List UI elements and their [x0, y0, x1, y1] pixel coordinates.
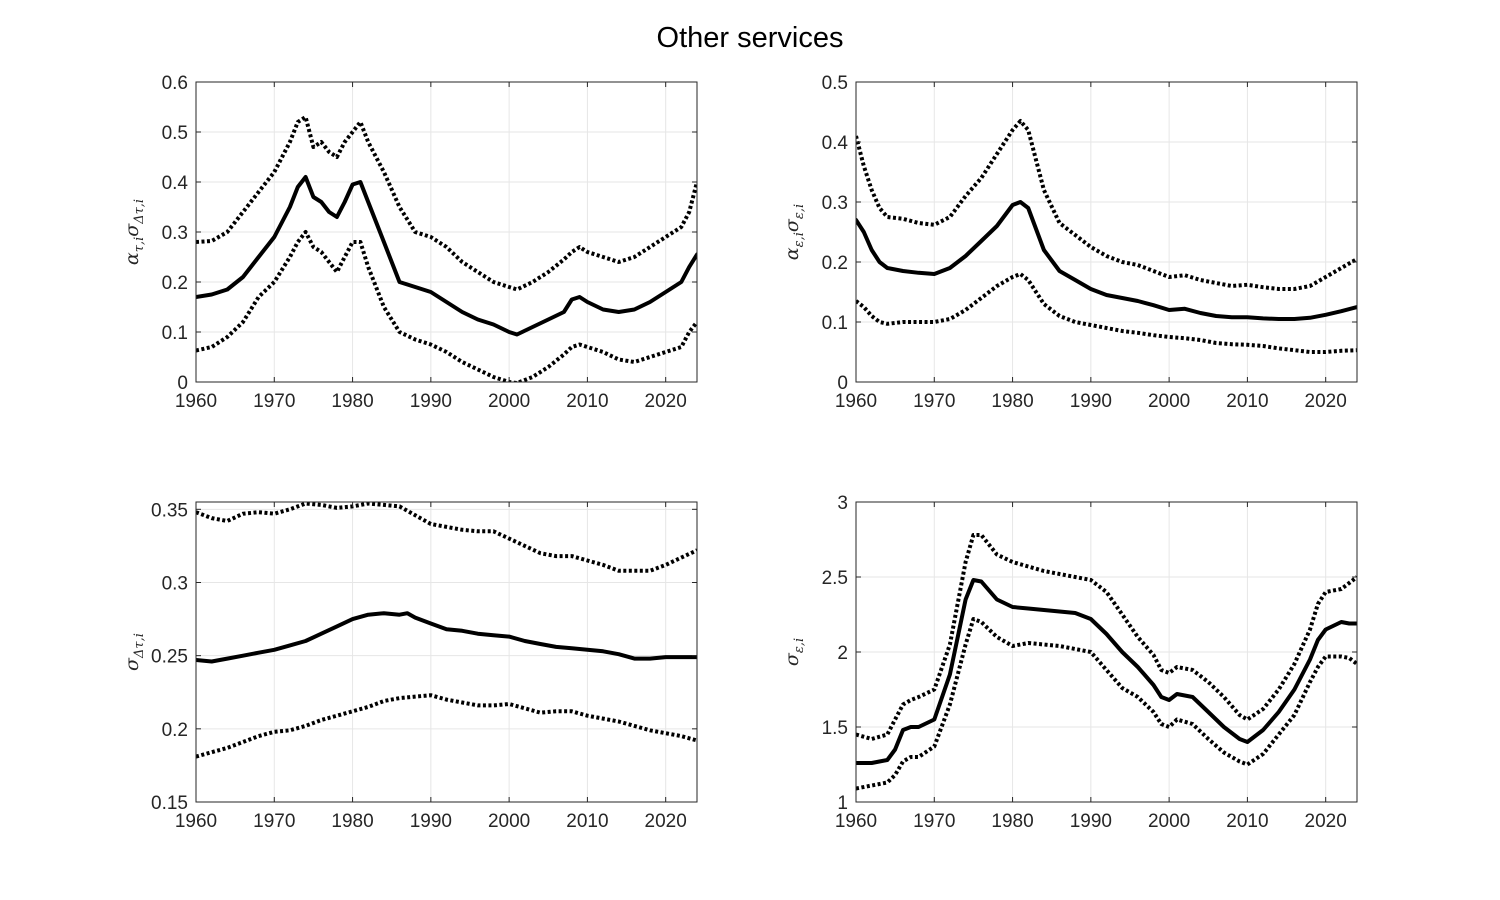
y-tick-label: 3: [837, 493, 848, 514]
x-tick-label: 2010: [566, 391, 608, 412]
y-tick-label: 0.1: [162, 323, 188, 344]
series-group: [856, 119, 1357, 354]
x-tick-label: 1970: [913, 391, 955, 412]
x-tick-label: 2010: [1226, 391, 1268, 412]
y-tick-label: 0.5: [822, 73, 848, 94]
y-axis-label-symbol: α: [121, 252, 143, 265]
series-line-band-2: [196, 693, 697, 759]
y-tick-label: 2.5: [822, 568, 848, 589]
x-tick-label: 1970: [253, 391, 295, 412]
y-axis-label: σΔτ,i: [121, 633, 147, 671]
series-line-band-1: [196, 502, 697, 573]
axes-frame: [195, 501, 698, 803]
x-tick-label: 1970: [913, 811, 955, 832]
y-axis-label-symbol: α: [781, 247, 803, 260]
y-axis-label-subscript: ε,i: [792, 232, 807, 247]
y-tick-label: 0.3: [162, 573, 188, 594]
y-tick-label: 0.3: [822, 193, 848, 214]
x-tick-label: 2020: [1305, 811, 1347, 832]
series-line-median: [856, 200, 1357, 321]
x-tick-label: 1970: [253, 811, 295, 832]
series-line-band-2: [856, 272, 1357, 354]
y-axis-label-subscript: Δτ,i: [132, 199, 147, 225]
y-tick-label: 0.2: [822, 253, 848, 274]
x-tick-label: 1980: [331, 811, 373, 832]
y-tick-label: 2: [837, 643, 848, 664]
figure-title: Other services: [656, 22, 844, 54]
y-tick-label: 0.2: [162, 720, 188, 741]
x-tick-label: 2000: [488, 391, 530, 412]
y-tick-label: 1: [837, 793, 848, 814]
y-tick-label: 0.2: [162, 273, 188, 294]
subplot-top-left: 1960 1970 1980 1990 2000 2010 2020 0 0.1 0.2 0.3 0.…: [121, 73, 698, 412]
x-tick-label: 1990: [1070, 391, 1112, 412]
x-tick-label: 1980: [331, 391, 373, 412]
series-line-median: [196, 611, 697, 664]
y-axis-label: αε,iσε,i: [781, 204, 807, 260]
x-tick-label: 2020: [645, 391, 687, 412]
x-tick-label: 1980: [991, 391, 1033, 412]
x-tick-label: 1990: [1070, 811, 1112, 832]
y-axis-label: σε,i: [781, 638, 807, 666]
y-axis-label-symbol: σ: [121, 657, 143, 671]
series-line-band-2: [196, 230, 697, 382]
x-tick-label: 1960: [835, 391, 877, 412]
x-tick-label: 2020: [645, 811, 687, 832]
y-tick-label: 0.15: [151, 793, 188, 814]
x-tick-label: 2000: [1148, 811, 1190, 832]
y-tick-label: 0.1: [822, 313, 848, 334]
series-line-band-1: [196, 115, 697, 292]
series-line-band-1: [856, 119, 1357, 291]
y-axis-label-subscript: Δτ,i: [132, 633, 147, 659]
x-tick-label: 1960: [175, 391, 217, 412]
series-line-median: [856, 578, 1357, 765]
x-tick-label: 2010: [1226, 811, 1268, 832]
y-tick-label: 1.5: [822, 718, 848, 739]
x-tick-label: 1980: [991, 811, 1033, 832]
y-tick-label: 0.3: [162, 223, 188, 244]
y-axis-label-symbol: σ: [121, 223, 143, 237]
y-axis-label-subscript: ε,i: [792, 638, 807, 653]
y-tick-label: 0.4: [162, 173, 189, 194]
y-tick-label: 0.6: [162, 73, 188, 94]
y-axis-label-subscript: ε,i: [792, 204, 807, 219]
series-group: [856, 533, 1357, 791]
series-line-median: [196, 175, 697, 337]
series-line-band-2: [856, 617, 1357, 791]
x-tick-label: 2020: [1305, 391, 1347, 412]
x-tick-label: 1990: [410, 811, 452, 832]
axes-background: [856, 82, 1357, 382]
y-tick-label: 0.5: [162, 123, 188, 144]
axes-frame: [855, 81, 1358, 383]
x-tick-label: 1960: [835, 811, 877, 832]
y-axis-label-subscript: τ,i: [132, 237, 147, 252]
x-tick-label: 2000: [1148, 391, 1190, 412]
x-tick-label: 2010: [566, 811, 608, 832]
x-tick-label: 1990: [410, 391, 452, 412]
y-axis-label-symbol: σ: [781, 218, 803, 232]
y-axis-label: ατ,iσΔτ,i: [121, 199, 147, 265]
series-group: [196, 115, 697, 382]
subplot-bottom-right: 1960 1970 1980 1990 2000 2010 2020 1 1.5 2 2.5 3 σε,…: [781, 493, 1358, 832]
subplot-top-right: 1960 1970 1980 1990 2000 2010 2020 0 0.1 0.2 0.3 0.…: [781, 73, 1358, 412]
series-line-band-1: [856, 533, 1357, 741]
y-tick-label: 0: [177, 373, 188, 394]
y-tick-label: 0.4: [822, 133, 849, 154]
y-tick-label: 0: [837, 373, 848, 394]
series-group: [196, 502, 697, 759]
y-tick-label: 0.35: [151, 500, 188, 521]
y-tick-label: 0.25: [151, 647, 188, 668]
x-tick-label: 2000: [488, 811, 530, 832]
y-axis-label-symbol: σ: [781, 652, 803, 666]
x-tick-label: 1960: [175, 811, 217, 832]
subplot-bottom-left: 1960 1970 1980 1990 2000 2010 2020 0.15 0.2 0.25 0…: [121, 500, 698, 832]
